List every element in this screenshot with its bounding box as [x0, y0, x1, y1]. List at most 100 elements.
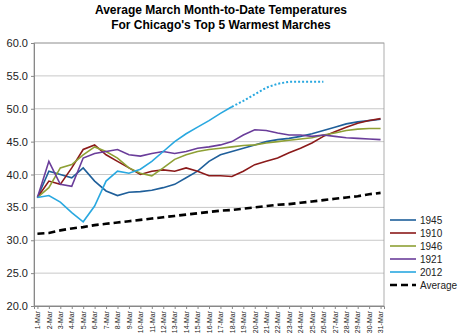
y-axis-line — [31, 44, 35, 307]
x-tick-label: 21-Mar — [263, 310, 270, 333]
y-tick: 35.0 — [7, 201, 34, 213]
y-tick-mark — [31, 175, 34, 176]
series-line — [37, 107, 231, 222]
x-tick-mark — [335, 306, 336, 309]
y-tick-label: 45.0 — [7, 136, 28, 148]
x-tick: 22-Mar — [274, 306, 281, 333]
x-tick-mark — [369, 306, 370, 309]
x-tick: 17-Mar — [217, 306, 224, 333]
x-tick-mark — [72, 306, 73, 309]
legend-label: 1910 — [420, 228, 443, 239]
x-tick-label: 10-Mar — [137, 310, 144, 333]
x-tick: 24-Mar — [297, 306, 304, 333]
y-tick-label: 50.0 — [7, 103, 28, 115]
legend-swatch — [390, 258, 416, 260]
x-tick: 27-Mar — [332, 306, 339, 333]
x-tick-label: 15-Mar — [194, 310, 201, 333]
x-tick-mark — [323, 306, 324, 309]
x-tick-mark — [243, 306, 244, 309]
x-axis: 1-Mar2-Mar3-Mar4-Mar5-Mar6-Mar7-Mar8-Mar… — [34, 306, 384, 333]
lines — [37, 82, 380, 234]
x-tick: 4-Mar — [68, 306, 75, 329]
legend-item: 1921 — [390, 254, 443, 265]
x-tick-label: 13-Mar — [171, 310, 178, 333]
x-tick-label: 22-Mar — [274, 310, 281, 333]
x-tick-mark — [312, 306, 313, 309]
legend-item: 2012 — [390, 267, 443, 278]
x-tick: 19-Mar — [240, 306, 247, 333]
x-tick: 10-Mar — [137, 306, 144, 333]
x-tick-mark — [209, 306, 210, 309]
x-tick-mark — [220, 306, 221, 309]
y-tick: 55.0 — [7, 70, 34, 82]
x-tick: 21-Mar — [263, 306, 270, 333]
grid-line — [34, 174, 384, 175]
legend-label: 2012 — [420, 267, 443, 278]
x-tick-mark — [381, 306, 382, 309]
x-tick-mark — [175, 306, 176, 309]
grid-line — [34, 75, 384, 76]
y-tick-label: 55.0 — [7, 70, 28, 82]
x-tick: 31-Mar — [377, 306, 384, 333]
y-tick-mark — [31, 43, 34, 44]
x-tick-mark — [106, 306, 107, 309]
x-tick-mark — [37, 306, 38, 309]
x-tick: 7-Mar — [103, 306, 110, 329]
y-axis: 20.025.030.035.040.045.050.055.060.0 — [7, 37, 35, 312]
y-tick: 30.0 — [7, 234, 34, 246]
x-tick: 28-Mar — [343, 306, 350, 333]
x-tick-label: 29-Mar — [354, 310, 361, 333]
x-tick-label: 9-Mar — [126, 310, 133, 329]
y-tick-label: 25.0 — [7, 267, 28, 279]
legend: 19451910194619212012Average — [390, 215, 458, 291]
x-tick: 1-Mar — [34, 306, 41, 329]
x-tick: 23-Mar — [286, 306, 293, 333]
x-tick-label: 28-Mar — [343, 310, 350, 333]
x-tick-mark — [163, 306, 164, 309]
x-tick-label: 8-Mar — [114, 310, 121, 329]
x-tick-label: 25-Mar — [309, 310, 316, 333]
x-tick-mark — [358, 306, 359, 309]
x-tick-label: 3-Mar — [57, 310, 64, 329]
x-tick-mark — [129, 306, 130, 309]
y-tick-mark — [31, 109, 34, 110]
legend-label: Average — [420, 280, 458, 291]
x-tick-label: 19-Mar — [240, 310, 247, 333]
x-tick-mark — [198, 306, 199, 309]
x-tick-label: 4-Mar — [68, 310, 75, 329]
y-tick: 45.0 — [7, 136, 34, 148]
x-tick-mark — [186, 306, 187, 309]
x-tick-label: 27-Mar — [332, 310, 339, 333]
x-tick-mark — [140, 306, 141, 309]
x-tick-label: 26-Mar — [320, 310, 327, 333]
x-tick: 18-Mar — [229, 306, 236, 333]
plot-frame — [34, 43, 384, 306]
x-tick: 9-Mar — [126, 306, 133, 329]
x-tick-label: 1-Mar — [34, 310, 41, 329]
legend-swatch — [390, 271, 416, 273]
x-tick: 2-Mar — [46, 306, 53, 329]
grid — [34, 43, 384, 306]
x-tick-mark — [278, 306, 279, 309]
x-tick-mark — [289, 306, 290, 309]
y-tick: 40.0 — [7, 169, 34, 181]
x-tick-mark — [83, 306, 84, 309]
grid-line — [34, 207, 384, 208]
x-tick-label: 12-Mar — [160, 310, 167, 333]
legend-swatch — [390, 284, 416, 287]
x-tick: 16-Mar — [206, 306, 213, 333]
x-tick: 3-Mar — [57, 306, 64, 329]
y-tick-mark — [31, 207, 34, 208]
x-tick: 30-Mar — [366, 306, 373, 333]
series-line — [37, 119, 380, 197]
x-axis-line — [35, 307, 385, 310]
y-tick: 60.0 — [7, 37, 34, 49]
y-tick-mark — [31, 273, 34, 274]
x-tick-label: 11-Mar — [149, 310, 156, 332]
x-tick: 13-Mar — [171, 306, 178, 333]
x-tick-label: 18-Mar — [229, 310, 236, 333]
series-line — [37, 130, 380, 198]
y-tick-mark — [31, 142, 34, 143]
legend-swatch — [390, 245, 416, 247]
x-tick-label: 30-Mar — [366, 310, 373, 333]
